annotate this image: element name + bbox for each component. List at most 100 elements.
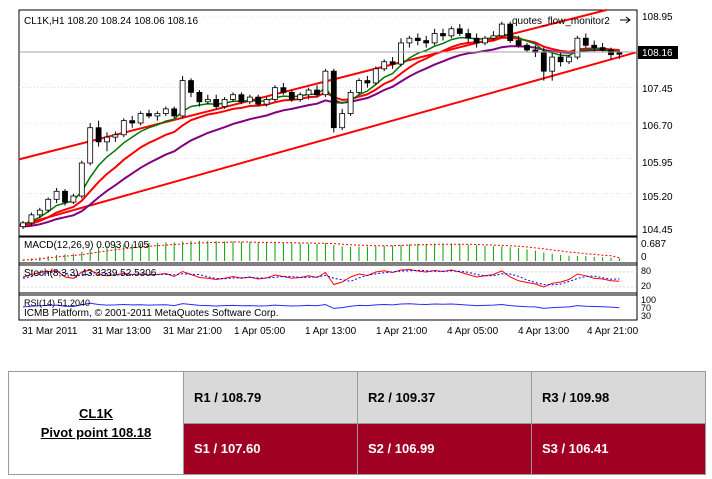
candle-body: [137, 113, 144, 124]
resistance-2: R2 / 109.37: [357, 371, 532, 424]
stoch-signal-line: [22, 269, 620, 286]
chart-frame: [18, 9, 638, 321]
candle-body: [557, 56, 564, 63]
candle-body: [591, 44, 598, 49]
candle-body: [314, 89, 320, 96]
candle-body: [574, 37, 581, 58]
candle-body: [347, 91, 354, 114]
resistance-1: R1 / 108.79: [183, 371, 358, 424]
time-tick-label: 1 Apr 21:00: [376, 326, 428, 337]
rsi-scale-mid: 70: [641, 303, 651, 313]
time-tick-label: 31 Mar 21:00: [163, 326, 222, 337]
candle-body: [70, 195, 77, 203]
indicator-arrow: [620, 16, 631, 24]
rsi-line: [22, 302, 620, 309]
candle-body: [406, 37, 413, 44]
candle-body: [87, 127, 94, 164]
candle-body: [448, 28, 455, 37]
current-price-label: 108.16: [642, 48, 673, 59]
chart-header: CL1K,H1 108.20 108.24 108.06 108.16: [24, 16, 198, 27]
candle-body: [120, 120, 127, 136]
candle-body: [482, 37, 488, 44]
candle-body: [322, 70, 329, 96]
candle-body: [498, 23, 505, 37]
candle-body: [280, 87, 287, 93]
candle-body: [456, 28, 463, 34]
candle-body: [297, 94, 304, 100]
stochastic-lines: [19, 268, 637, 288]
stoch-scale-bottom: 20: [641, 281, 651, 291]
candle-body: [599, 47, 606, 51]
candle-body: [171, 108, 178, 117]
candle-body: [381, 61, 388, 70]
support-2: S2 / 106.99: [357, 422, 532, 475]
candle-body: [490, 35, 497, 39]
copyright-text: ICMB Platform, © 2001-2011 MetaQuotes So…: [24, 308, 279, 319]
macd-scale-top: 0.687: [641, 239, 666, 250]
support-3: S3 / 106.41: [531, 422, 706, 475]
price-tick-label: 106.70: [642, 121, 673, 132]
current-price-box: [638, 46, 678, 59]
price-tick-label: 105.20: [642, 192, 673, 203]
candle-body: [255, 96, 262, 105]
candle-body: [330, 70, 337, 129]
time-tick-label: 1 Apr 05:00: [234, 326, 286, 337]
candle-body: [465, 33, 472, 39]
time-tick-label: 31 Mar 2011: [22, 326, 78, 337]
ma-slow-line: [22, 45, 620, 228]
candle-body: [339, 113, 346, 129]
candle-body: [53, 190, 60, 200]
stoch-main-line: [22, 268, 620, 288]
candle-body: [204, 99, 211, 103]
rsi-line: [22, 302, 620, 309]
ma-fast-line: [22, 33, 620, 225]
candle-body: [473, 37, 480, 44]
rsi-scale-top: 100: [641, 295, 656, 305]
price-tick-label: 105.95: [642, 158, 673, 169]
candle-body: [146, 113, 152, 117]
price-tick-label: 104.45: [642, 225, 673, 236]
candle-body: [112, 134, 119, 138]
pivot-symbol-cell: CL1K Pivot point 108.18: [8, 371, 184, 475]
candle-body: [372, 68, 379, 84]
candle-body: [179, 80, 186, 117]
candle-body: [28, 214, 35, 224]
pivot-symbol: CL1K: [79, 406, 113, 421]
candle-body: [389, 61, 396, 65]
candle-body: [582, 37, 589, 46]
candle-body: [196, 91, 203, 103]
macd-histogram: [22, 240, 620, 261]
time-tick-label: 4 Apr 13:00: [518, 326, 570, 337]
candle-body: [95, 127, 102, 143]
candle-body: [129, 120, 136, 124]
macd-label: MACD(12,26,9) 0.093 0.105: [24, 240, 150, 251]
candle-body: [364, 80, 371, 84]
resistance-3: R3 / 109.98: [531, 371, 706, 424]
channel-line: [18, 51, 638, 227]
candle-body: [230, 94, 236, 100]
support-1: S1 / 107.60: [183, 422, 358, 475]
candle-body: [440, 33, 446, 37]
candle-body: [431, 33, 438, 44]
stoch-scale-top: 80: [641, 266, 651, 276]
candlesticks: [20, 21, 623, 229]
candle-body: [104, 136, 110, 143]
candle-body: [162, 108, 169, 114]
candle-body: [507, 23, 514, 41]
pivot-point: Pivot point 108.18: [40, 425, 152, 440]
candle-body: [263, 99, 270, 105]
candle-body: [616, 51, 623, 55]
price-chart: CL1K,H1 108.20 108.24 108.06 108.16 quot…: [18, 9, 678, 337]
pivot-table: CL1K Pivot point 108.18 R1 / 108.79 R2 /…: [8, 371, 706, 475]
candle-body: [423, 40, 430, 44]
candle-body: [414, 37, 421, 41]
stoch-label: Stoch(8,3,3) 43.3339 52.5306: [24, 268, 157, 279]
candle-body: [356, 80, 362, 93]
candle-body: [188, 80, 194, 93]
moving-averages: [22, 33, 620, 228]
indicator-name: quotes_flow_monitor2: [512, 16, 610, 27]
candle-body: [221, 99, 228, 107]
price-tick-label: 107.45: [642, 84, 673, 95]
candle-body: [36, 209, 43, 216]
candle-body: [213, 99, 220, 107]
